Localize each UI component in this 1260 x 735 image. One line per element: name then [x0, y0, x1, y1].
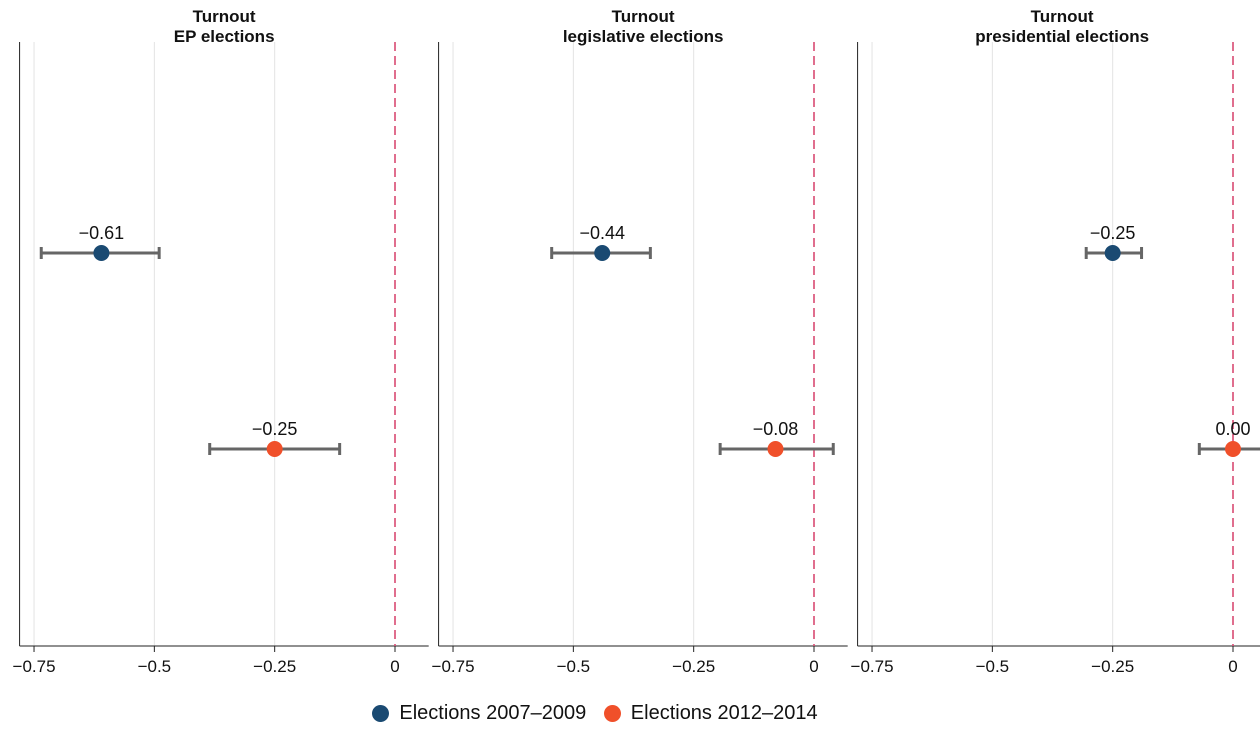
x-tick-label: 0: [390, 657, 399, 676]
legend-label: Elections 2012–2014: [630, 702, 818, 724]
point-estimate: [594, 245, 611, 261]
x-tick-label: −0.75: [432, 657, 475, 676]
x-tick-label: 0: [1228, 657, 1237, 676]
point-estimate: [767, 441, 784, 457]
x-tick-label: −0.25: [253, 657, 296, 676]
panel-title-line1: Turnout: [1031, 7, 1094, 26]
data-label: −0.25: [252, 419, 298, 439]
panel-title-line2: legislative elections: [563, 27, 724, 46]
legend-item-2007-2009: Elections 2007–2009: [372, 702, 586, 725]
point-estimate: [93, 245, 110, 261]
data-label: 0.00: [1215, 419, 1250, 439]
legend-label: Elections 2007–2009: [399, 702, 587, 724]
x-tick-label: −0.25: [672, 657, 715, 676]
data-label: −0.08: [753, 419, 799, 439]
point-estimate: [266, 441, 283, 457]
x-tick-label: 0: [809, 657, 818, 676]
x-tick-label: −0.75: [13, 657, 56, 676]
panel-title-line1: Turnout: [193, 7, 256, 26]
x-tick-label: −0.25: [1091, 657, 1134, 676]
x-tick-label: −0.5: [976, 657, 1010, 676]
data-label: −0.61: [79, 223, 125, 243]
x-tick-label: −0.5: [138, 657, 172, 676]
panel-title-line1: Turnout: [612, 7, 675, 26]
panel-title-line2: presidential elections: [975, 27, 1149, 46]
data-label: −0.25: [1090, 223, 1136, 243]
panel-title-line2: EP elections: [174, 27, 275, 46]
point-estimate: [1104, 245, 1121, 261]
data-label: −0.44: [579, 223, 625, 243]
x-tick-label: −0.75: [851, 657, 894, 676]
x-tick-label: −0.5: [557, 657, 591, 676]
legend-marker-icon: [372, 705, 390, 722]
legend-marker-icon: [603, 705, 621, 722]
point-estimate: [1225, 441, 1241, 457]
legend-item-2012-2014: Elections 2012–2014: [603, 702, 818, 725]
legend: Elections 2007–2009 Elections 2012–2014: [0, 702, 1190, 728]
